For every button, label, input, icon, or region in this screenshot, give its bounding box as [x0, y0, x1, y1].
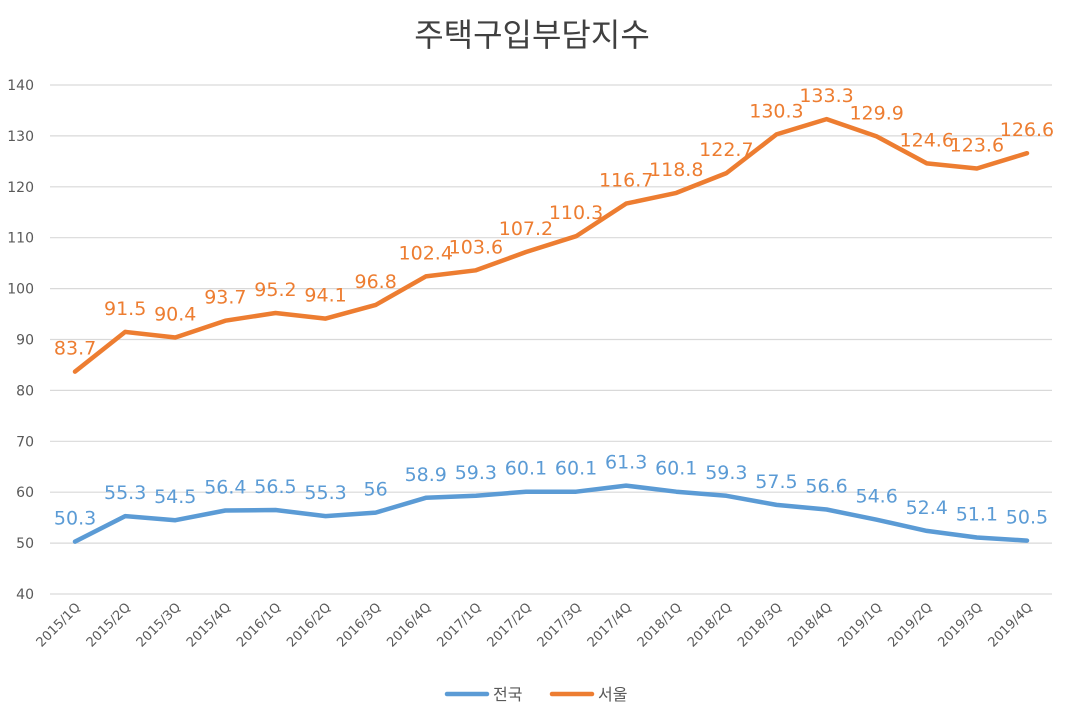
- data-label: 83.7: [54, 338, 96, 360]
- y-tick-label: 120: [7, 180, 34, 196]
- data-label: 91.5: [104, 298, 146, 320]
- data-label: 61.3: [605, 452, 647, 474]
- x-tick-label: 2015/4Q: [184, 600, 234, 650]
- data-label: 110.3: [549, 202, 603, 224]
- data-label: 107.2: [499, 218, 553, 240]
- data-label: 95.2: [254, 279, 296, 301]
- data-label: 123.6: [950, 134, 1004, 156]
- x-tick-label: 2016/4Q: [384, 600, 434, 650]
- x-tick-label: 2016/1Q: [234, 600, 284, 650]
- x-tick-label: 2018/1Q: [635, 600, 685, 650]
- chart-title: 주택구입부담지수: [414, 16, 650, 54]
- data-label: 116.7: [599, 170, 653, 192]
- x-tick-label: 2018/3Q: [735, 600, 785, 650]
- y-tick-label: 110: [7, 231, 34, 247]
- y-tick-label: 80: [16, 383, 34, 399]
- data-label: 56.4: [204, 477, 246, 499]
- data-label: 56.5: [254, 476, 296, 498]
- data-label: 103.6: [449, 236, 503, 258]
- y-tick-label: 60: [16, 485, 34, 501]
- data-label: 60.1: [655, 458, 697, 480]
- data-label: 59.3: [705, 462, 747, 484]
- x-tick-label: 2018/2Q: [685, 600, 735, 650]
- data-label: 133.3: [799, 85, 853, 107]
- y-tick-label: 70: [16, 434, 34, 450]
- x-tick-label: 2016/3Q: [334, 600, 384, 650]
- y-axis-tick-labels: 40 50 60 70 80 90 100 110 120 130 140: [7, 78, 34, 603]
- gridlines: [50, 84, 1052, 595]
- data-label: 50.3: [54, 508, 96, 530]
- x-tick-label: 2019/4Q: [986, 600, 1036, 650]
- legend-label: 전국: [493, 685, 522, 704]
- x-tick-label: 2016/2Q: [284, 600, 334, 650]
- data-label: 54.6: [855, 486, 897, 508]
- data-label: 118.8: [649, 159, 703, 181]
- data-label: 96.8: [354, 271, 396, 293]
- data-label: 57.5: [755, 471, 797, 493]
- legend: 전국 서울: [444, 685, 627, 704]
- data-label: 55.3: [304, 482, 346, 504]
- data-label: 58.9: [405, 464, 447, 486]
- y-tick-label: 90: [16, 333, 34, 349]
- data-label: 126.6: [1000, 119, 1054, 141]
- y-tick-label: 50: [16, 536, 34, 552]
- x-tick-label: 2019/1Q: [835, 600, 885, 650]
- data-label: 56: [364, 479, 388, 501]
- data-label: 55.3: [104, 482, 146, 504]
- x-tick-label: 2015/2Q: [84, 600, 134, 650]
- x-tick-label: 2017/1Q: [434, 600, 484, 650]
- x-tick-label: 2018/4Q: [785, 600, 835, 650]
- y-tick-label: 100: [7, 282, 34, 298]
- data-labels: 50.3 55.3 54.5 56.4 56.5 55.3 56 58.9 59.3 60.1 60…: [54, 85, 1054, 529]
- data-label: 129.9: [849, 102, 903, 124]
- x-tick-label: 2015/3Q: [134, 600, 184, 650]
- x-tick-label: 2017/3Q: [535, 600, 585, 650]
- data-label: 93.7: [204, 287, 246, 309]
- data-label: 130.3: [749, 100, 803, 122]
- data-label: 54.5: [154, 486, 196, 508]
- y-tick-label: 130: [7, 129, 34, 145]
- data-label: 60.1: [555, 458, 597, 480]
- data-label: 60.1: [505, 458, 547, 480]
- series-line-0: [72, 483, 1030, 544]
- x-tick-label: 2017/2Q: [485, 600, 535, 650]
- series-line-1: [72, 116, 1030, 374]
- x-tick-label: 2017/4Q: [585, 600, 635, 650]
- data-label: 51.1: [956, 504, 998, 526]
- legend-label: 서울: [598, 685, 627, 704]
- x-tick-label: 2019/3Q: [935, 600, 985, 650]
- data-label: 124.6: [900, 129, 954, 151]
- data-label: 90.4: [154, 303, 196, 325]
- y-tick-label: 40: [16, 587, 34, 603]
- data-label: 122.7: [699, 139, 753, 161]
- x-tick-label: 2015/1Q: [34, 600, 84, 650]
- y-tick-label: 140: [7, 78, 34, 94]
- x-axis-tick-labels: 2015/1Q 2015/2Q 2015/3Q 2015/4Q 2016/1Q 2016/…: [34, 600, 1036, 650]
- data-label: 94.1: [304, 285, 346, 307]
- x-tick-label: 2019/2Q: [885, 600, 935, 650]
- data-label: 50.5: [1006, 507, 1048, 529]
- data-label: 52.4: [906, 497, 948, 519]
- series-lines: [72, 116, 1030, 544]
- data-label: 59.3: [455, 462, 497, 484]
- data-label: 102.4: [399, 242, 453, 264]
- data-label: 56.6: [805, 476, 847, 498]
